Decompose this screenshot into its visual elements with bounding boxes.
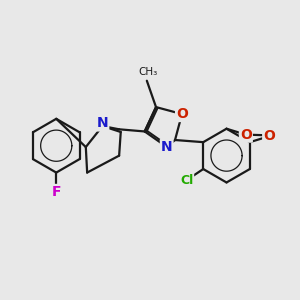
Text: CH₃: CH₃ (138, 67, 157, 77)
Text: F: F (52, 185, 61, 199)
Text: N: N (161, 140, 172, 154)
Text: O: O (176, 107, 188, 121)
Text: O: O (263, 129, 275, 143)
Text: O: O (240, 128, 252, 142)
Text: Cl: Cl (180, 174, 193, 187)
Text: N: N (97, 116, 108, 130)
